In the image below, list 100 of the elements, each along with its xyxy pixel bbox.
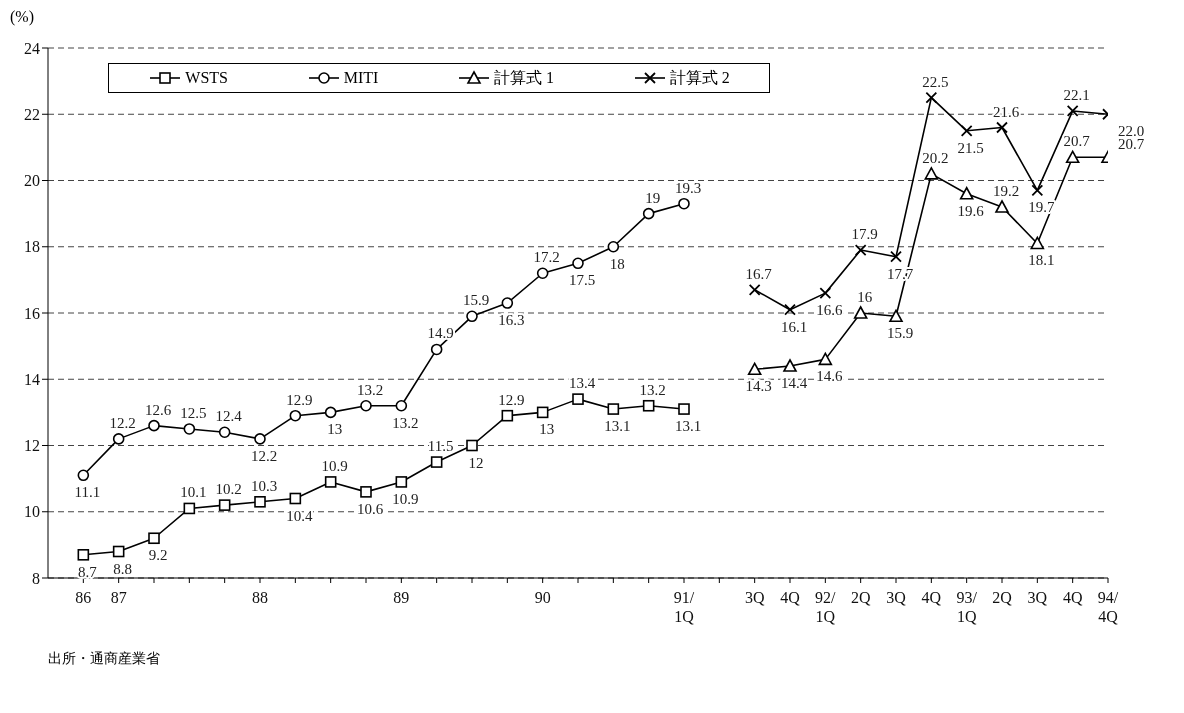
x-tick-label: 91/1Q [673, 589, 695, 625]
data-label: 16.7 [745, 265, 773, 282]
point [112, 545, 125, 558]
data-label: 22.1 [1063, 86, 1090, 103]
data-label: 16 [857, 289, 873, 305]
data-label: 12.2 [250, 447, 278, 464]
point [748, 283, 761, 296]
data-label: 16.6 [816, 302, 843, 319]
point [395, 476, 408, 488]
y-tick-label: 20 [24, 172, 40, 190]
x-tick-label: 93/1Q [956, 589, 978, 625]
point [536, 267, 549, 280]
legend-label: MITI [343, 69, 379, 87]
point [572, 257, 584, 270]
point [1030, 236, 1045, 250]
x-tick-label: 2Q [850, 589, 871, 606]
point [960, 124, 973, 137]
point [607, 240, 620, 253]
point [430, 456, 443, 468]
data-label: 14.4 [780, 375, 808, 391]
point [112, 433, 125, 445]
data-label: 12.5 [180, 404, 207, 421]
point [501, 297, 514, 309]
x-tick-label: 86 [75, 589, 92, 606]
point [360, 486, 372, 498]
legend-label: 計算式 1 [493, 67, 554, 88]
point [324, 476, 337, 488]
point [572, 393, 584, 405]
data-label: 13.1 [604, 418, 631, 435]
point [183, 502, 196, 515]
point [254, 433, 266, 445]
point [853, 306, 868, 319]
point [430, 343, 443, 356]
y-axis-title: (%) [10, 8, 34, 26]
point [783, 359, 797, 372]
point [995, 200, 1009, 213]
point [77, 549, 90, 561]
data-label: 16.1 [780, 318, 808, 335]
point [890, 250, 902, 263]
data-label: 12.2 [109, 414, 136, 431]
x-tick-label: 3Q [744, 589, 765, 606]
point [148, 419, 160, 432]
point [854, 244, 867, 256]
x-tick-label: 4Q [1062, 589, 1083, 606]
point [536, 406, 549, 419]
point [289, 409, 302, 422]
point [501, 409, 514, 422]
data-label: 18.1 [1028, 252, 1055, 269]
x-tick-label: 3Q [886, 589, 907, 606]
data-label: 20.2 [922, 149, 949, 166]
data-label: 10.2 [215, 481, 242, 498]
data-label: 13.1 [674, 418, 702, 435]
point [818, 352, 833, 366]
x-tick-label: 2Q [992, 589, 1013, 606]
text: 出所・通商産業省 [48, 650, 161, 668]
data-label: 14.9 [427, 325, 454, 342]
point [218, 426, 231, 439]
data-label: 12.6 [144, 401, 172, 418]
point [819, 287, 832, 300]
point [642, 207, 655, 220]
data-label: 21.5 [957, 139, 984, 156]
point [1066, 105, 1079, 117]
point [466, 439, 478, 452]
data-label: 10.9 [321, 457, 348, 474]
data-label: 17.2 [533, 249, 560, 266]
y-tick-label: 24 [24, 39, 40, 57]
x-tick-label: 87 [110, 589, 127, 606]
data-label: 13.4 [568, 375, 596, 392]
y-tick-label: 10 [24, 503, 40, 521]
y-tick-label: 8 [32, 569, 40, 587]
point [218, 499, 231, 511]
point [289, 492, 302, 505]
data-label: 18 [609, 255, 625, 272]
data-label: 12.9 [286, 391, 313, 408]
data-label: 15.9 [462, 292, 490, 309]
y-tick-label: 14 [24, 370, 40, 388]
data-label: 10.1 [180, 484, 207, 501]
data-label: 22.5 [922, 73, 949, 90]
point [642, 399, 655, 412]
data-label: 19.2 [992, 183, 1020, 199]
y-tick-label: 12 [24, 437, 40, 455]
x-tick-label: 92/1Q [815, 589, 837, 625]
data-label: 20.7 [1063, 133, 1091, 150]
point [959, 186, 974, 200]
data-label: 10.4 [286, 507, 313, 524]
point [148, 532, 160, 545]
data-label: 19.3 [674, 179, 702, 196]
point [324, 406, 337, 419]
point [678, 403, 690, 415]
data-label: 12 [468, 454, 484, 471]
legend-label: 計算式 2 [669, 67, 730, 88]
x-tick-label: 4Q [921, 589, 942, 606]
point [1031, 184, 1044, 197]
data-label: 12.9 [498, 391, 525, 408]
y-tick-label: 18 [24, 238, 40, 256]
point [360, 399, 372, 412]
data-label: 14.3 [745, 378, 772, 395]
data-label: 8.8 [113, 560, 133, 577]
x-tick-label: 90 [534, 589, 551, 606]
data-label: 12.4 [215, 408, 243, 425]
